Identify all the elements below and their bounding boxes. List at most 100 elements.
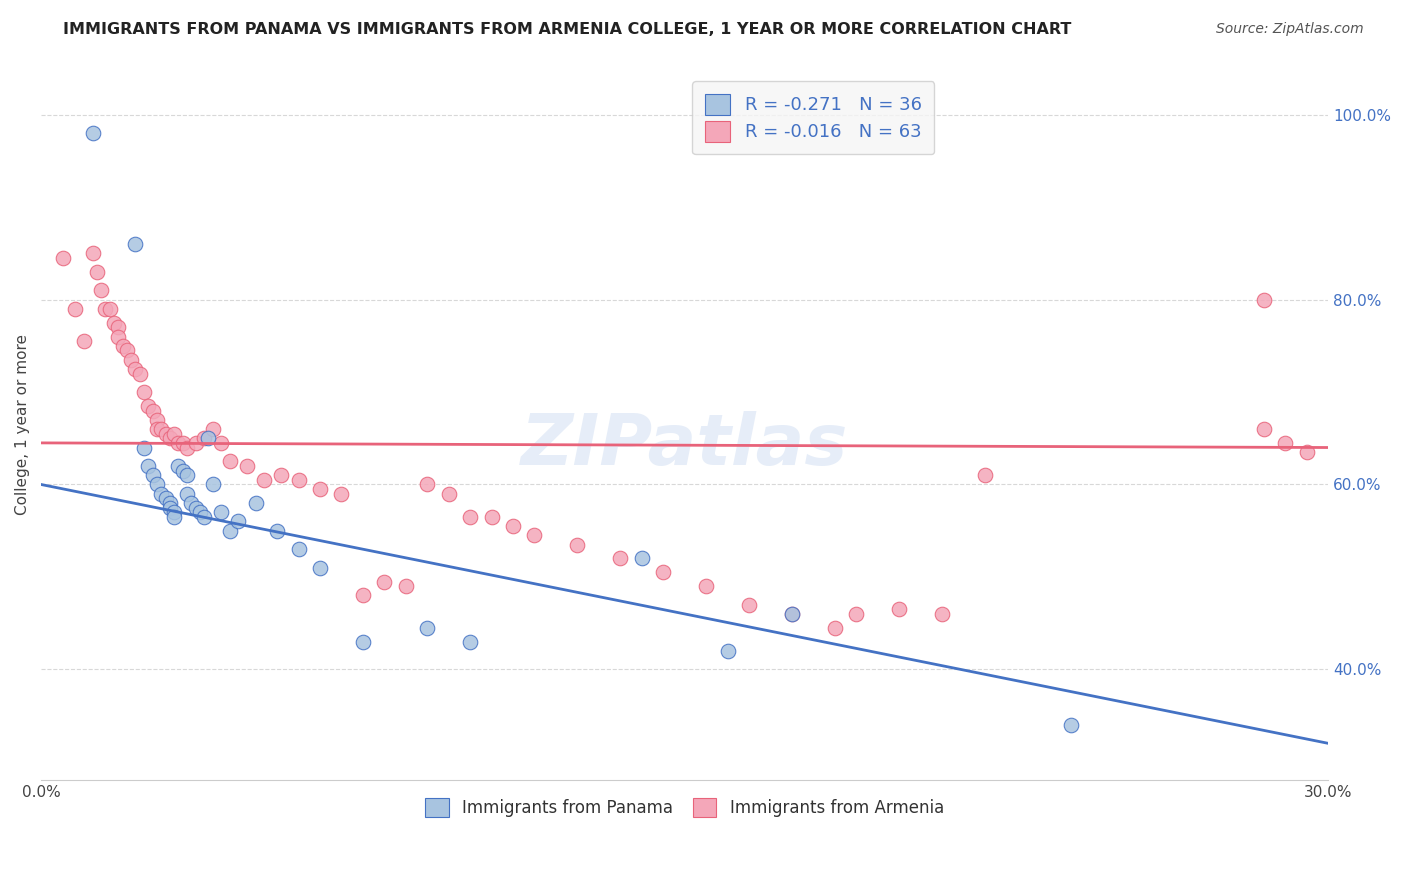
Point	[416, 477, 439, 491]
Point	[132, 441, 155, 455]
Point	[974, 468, 997, 483]
Point	[218, 524, 240, 538]
Point	[146, 422, 169, 436]
Text: Source: ZipAtlas.com: Source: ZipAtlas.com	[1216, 22, 1364, 37]
Point	[780, 607, 803, 621]
Point	[90, 284, 112, 298]
Point	[245, 496, 267, 510]
Point	[115, 343, 138, 358]
Point	[287, 473, 309, 487]
Point	[630, 551, 652, 566]
Point	[176, 468, 198, 483]
Point	[458, 509, 481, 524]
Point	[94, 301, 117, 316]
Point	[142, 468, 165, 483]
Point	[146, 477, 169, 491]
Point	[270, 468, 292, 483]
Point	[1295, 445, 1317, 459]
Point	[1274, 436, 1296, 450]
Point	[176, 441, 198, 455]
Point	[111, 339, 134, 353]
Point	[1253, 293, 1275, 307]
Point	[107, 329, 129, 343]
Point	[65, 301, 87, 316]
Point	[184, 436, 207, 450]
Point	[502, 519, 524, 533]
Point	[481, 509, 503, 524]
Point	[163, 509, 186, 524]
Point	[458, 634, 481, 648]
Point	[128, 367, 150, 381]
Point	[523, 528, 546, 542]
Point	[416, 621, 439, 635]
Point	[716, 644, 738, 658]
Point	[218, 454, 240, 468]
Point	[82, 126, 104, 140]
Point	[120, 352, 142, 367]
Point	[146, 413, 169, 427]
Point	[352, 634, 374, 648]
Point	[197, 431, 219, 445]
Text: ZIPatlas: ZIPatlas	[522, 411, 848, 480]
Point	[172, 436, 194, 450]
Point	[180, 496, 202, 510]
Point	[155, 491, 177, 506]
Point	[150, 422, 173, 436]
Point	[330, 487, 353, 501]
Point	[1253, 422, 1275, 436]
Point	[188, 505, 211, 519]
Point	[609, 551, 631, 566]
Point	[201, 422, 224, 436]
Legend: Immigrants from Panama, Immigrants from Armenia: Immigrants from Panama, Immigrants from …	[418, 789, 952, 825]
Point	[176, 487, 198, 501]
Point	[73, 334, 96, 349]
Point	[138, 399, 160, 413]
Point	[209, 505, 232, 519]
Point	[236, 458, 259, 473]
Point	[159, 500, 181, 515]
Point	[373, 574, 395, 589]
Point	[266, 524, 288, 538]
Point	[132, 385, 155, 400]
Point	[395, 579, 418, 593]
Point	[167, 458, 190, 473]
Point	[163, 426, 186, 441]
Point	[652, 566, 675, 580]
Point	[155, 426, 177, 441]
Point	[228, 515, 250, 529]
Point	[209, 436, 232, 450]
Point	[103, 316, 125, 330]
Point	[887, 602, 910, 616]
Point	[824, 621, 846, 635]
Point	[1060, 718, 1083, 732]
Point	[159, 431, 181, 445]
Point	[780, 607, 803, 621]
Point	[184, 500, 207, 515]
Point	[352, 589, 374, 603]
Point	[437, 487, 460, 501]
Point	[172, 464, 194, 478]
Point	[845, 607, 868, 621]
Point	[931, 607, 953, 621]
Point	[142, 403, 165, 417]
Point	[159, 496, 181, 510]
Point	[124, 362, 146, 376]
Point	[107, 320, 129, 334]
Point	[51, 251, 73, 265]
Point	[309, 482, 332, 496]
Text: IMMIGRANTS FROM PANAMA VS IMMIGRANTS FROM ARMENIA COLLEGE, 1 YEAR OR MORE CORREL: IMMIGRANTS FROM PANAMA VS IMMIGRANTS FRO…	[63, 22, 1071, 37]
Point	[695, 579, 717, 593]
Point	[567, 538, 589, 552]
Point	[193, 509, 215, 524]
Point	[287, 542, 309, 557]
Point	[82, 246, 104, 260]
Point	[201, 477, 224, 491]
Point	[309, 560, 332, 574]
Point	[193, 431, 215, 445]
Point	[163, 505, 186, 519]
Point	[124, 237, 146, 252]
Point	[253, 473, 276, 487]
Point	[98, 301, 121, 316]
Point	[738, 598, 761, 612]
Point	[86, 265, 108, 279]
